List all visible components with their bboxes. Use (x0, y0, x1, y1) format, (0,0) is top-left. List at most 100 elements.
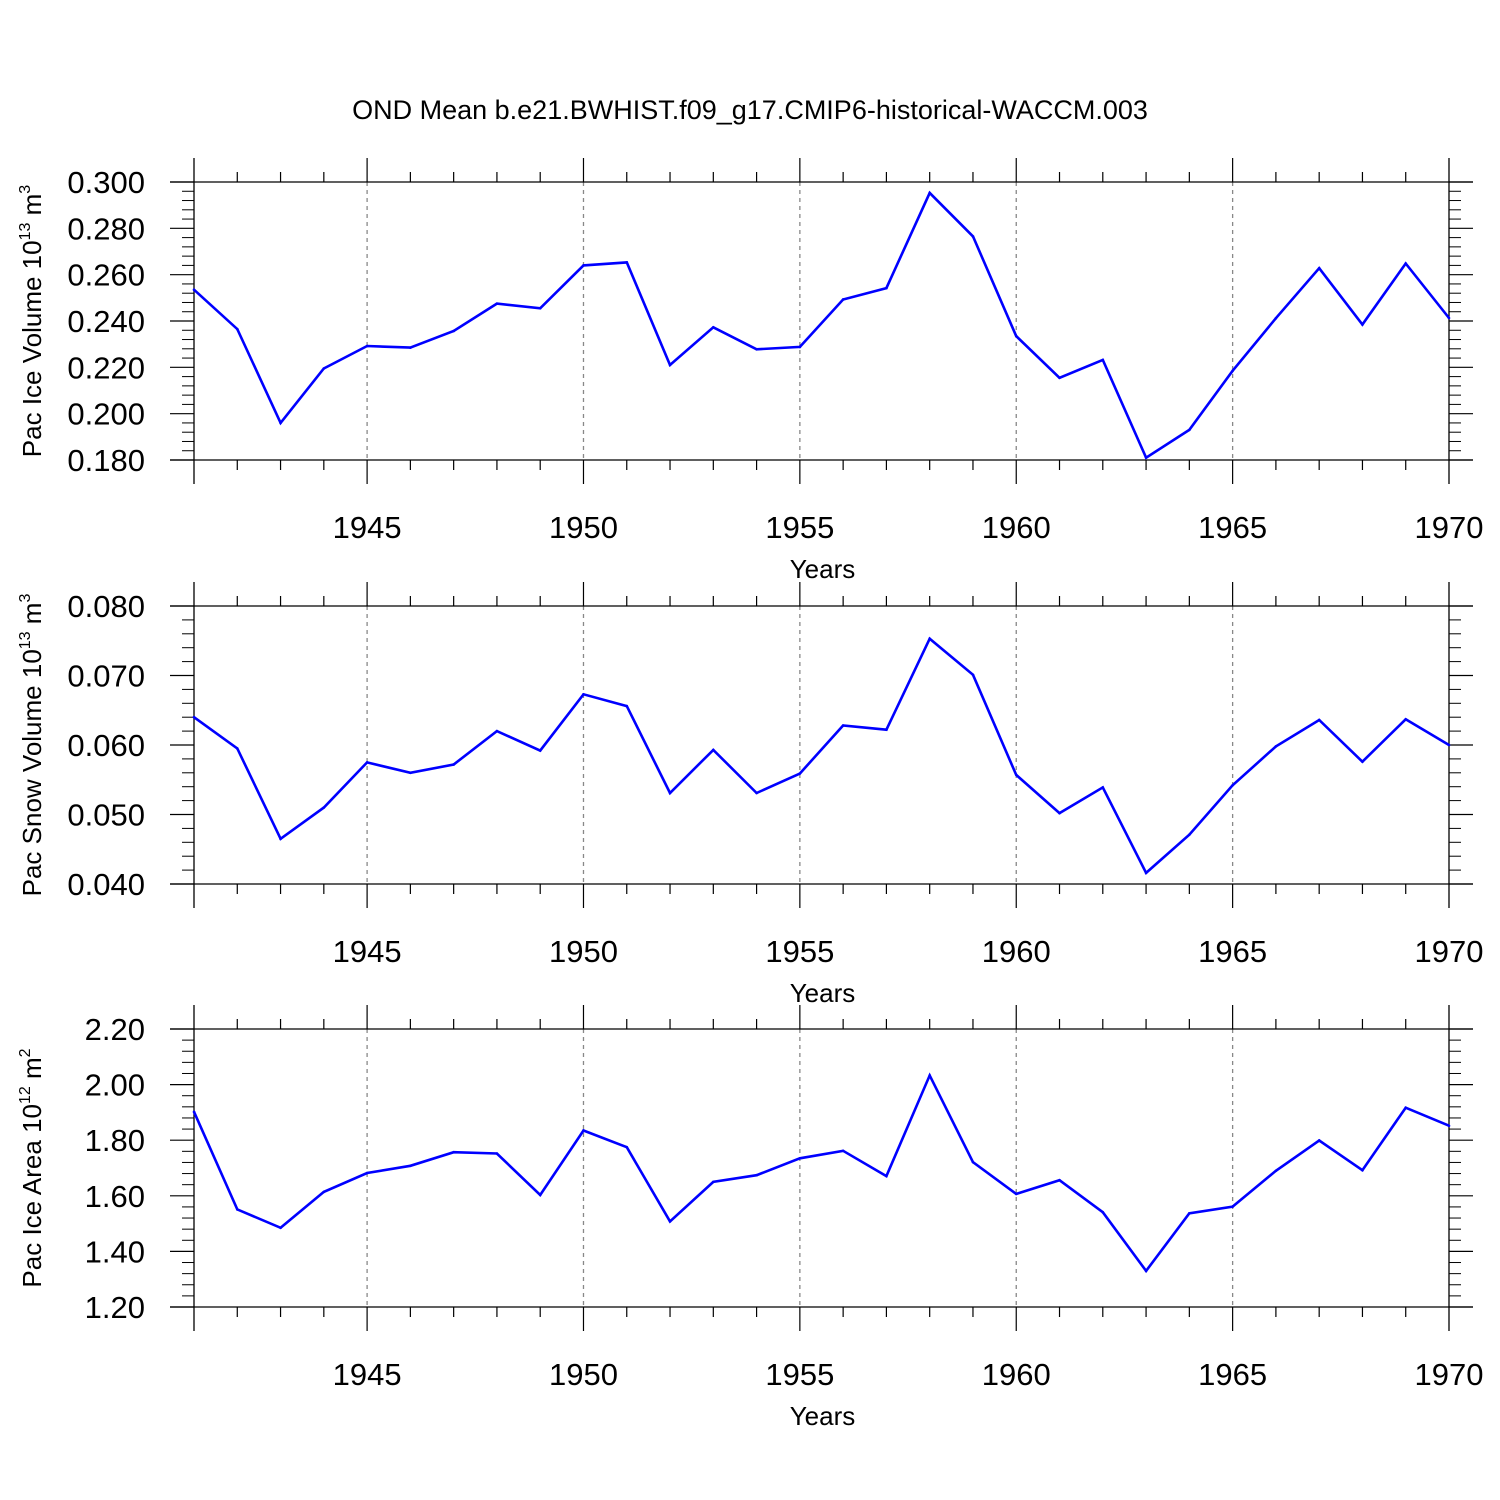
data-point (1447, 316, 1451, 320)
chart-panel-2: 0.040 0.050 0.060 0.070 0.080 1945 1950 1955 196… (17, 582, 1483, 1008)
chart-title: OND Mean b.e21.BWHIST.f09_g17.CMIP6-hist… (352, 95, 1148, 125)
data-point (322, 1190, 326, 1194)
data-point (582, 264, 585, 267)
data-point (538, 306, 542, 310)
data-point (1317, 1139, 1321, 1142)
data-point (885, 728, 888, 732)
data-point (452, 329, 455, 333)
data-point (192, 288, 196, 292)
data-point (928, 1074, 931, 1077)
x-tick-label: 1965 (1198, 1357, 1267, 1392)
data-point (538, 1193, 542, 1197)
y-tick-label: 0.200 (67, 397, 145, 432)
data-point (582, 1129, 585, 1132)
x-tick-label: 1950 (549, 934, 618, 969)
data-point (1274, 1169, 1278, 1173)
data-point (1361, 323, 1364, 326)
data-point (798, 345, 802, 349)
x-tick-label: 1955 (765, 1357, 834, 1392)
x-tick-label: 1965 (1198, 510, 1267, 545)
data-point (1231, 1205, 1234, 1208)
data-point (712, 1180, 715, 1184)
data-point (365, 344, 369, 348)
y-axis-title-superscript: 12 (17, 1086, 34, 1104)
data-point (971, 1160, 975, 1164)
data-point (625, 704, 629, 708)
y-tick-label: 1.20 (85, 1290, 145, 1325)
y-tick-label: 1.40 (85, 1234, 145, 1269)
data-point (235, 327, 239, 331)
data-point (495, 1152, 499, 1155)
series-line (192, 1072, 1450, 1274)
x-tick-label: 1965 (1198, 934, 1267, 969)
data-point (1361, 1168, 1364, 1172)
y-axis-title: Pac Snow Volume 1013 m3 (17, 594, 47, 897)
data-point (712, 325, 715, 329)
y-tick-label: 0.070 (67, 659, 145, 694)
data-point (279, 421, 282, 425)
data-point (582, 692, 585, 696)
x-tick-label: 1945 (333, 510, 402, 545)
y-axis-title-superscript: 3 (17, 185, 34, 194)
x-axis-title: Years (790, 554, 856, 584)
data-point (1188, 1212, 1191, 1215)
y-tick-label: 0.180 (67, 443, 145, 478)
data-point (1144, 1269, 1148, 1273)
data-point (538, 749, 542, 752)
data-point (495, 302, 499, 305)
x-axis-title: Years (790, 1401, 856, 1431)
data-point (322, 806, 326, 809)
data-point (625, 261, 629, 264)
data-point (1101, 1210, 1105, 1214)
y-axis-title-superscript: 13 (17, 631, 34, 649)
y-tick-label: 0.240 (67, 304, 145, 339)
data-point (322, 367, 326, 370)
data-point (1231, 369, 1234, 373)
data-point (235, 1208, 239, 1211)
data-point (755, 347, 758, 351)
chart-panel-1: 0.180 0.200 0.220 0.240 0.260 0.280 0.300 1945 1… (17, 158, 1483, 584)
y-tick-label: 0.300 (67, 165, 145, 200)
x-tick-label: 1960 (982, 1357, 1051, 1392)
y-axis-title-superscript: 13 (17, 222, 34, 240)
y-axis-title-text: m (17, 194, 47, 223)
data-point (755, 1173, 758, 1177)
y-tick-label: 0.080 (67, 589, 145, 624)
y-tick-label: 0.260 (67, 258, 145, 293)
data-point (365, 1171, 369, 1175)
data-point (1317, 718, 1321, 722)
data-point (409, 771, 412, 775)
data-point (1188, 428, 1191, 432)
data-point (1058, 376, 1061, 380)
y-tick-label: 2.20 (85, 1012, 145, 1047)
series-line (193, 190, 1451, 460)
data-point (928, 637, 931, 640)
data-point (1274, 745, 1278, 748)
x-tick-label: 1950 (549, 1357, 618, 1392)
x-tick-label: 1970 (1415, 934, 1484, 969)
x-axis-title: Years (790, 978, 856, 1008)
y-tick-label: 0.050 (67, 798, 145, 833)
data-point (409, 346, 412, 349)
data-point (1274, 316, 1278, 320)
y-axis-title: Pac Ice Volume 1013 m3 (17, 185, 47, 458)
y-tick-label: 0.220 (67, 350, 145, 385)
data-point (841, 298, 845, 301)
data-point (841, 1149, 845, 1153)
data-point (1231, 784, 1234, 787)
y-tick-label: 0.040 (67, 867, 145, 902)
data-point (625, 1145, 629, 1149)
data-point (885, 286, 888, 290)
data-point (409, 1164, 412, 1168)
y-axis-title-superscript: 3 (17, 594, 34, 603)
data-point (1101, 786, 1105, 789)
chart-panel-3: 1.20 1.40 1.60 1.80 2.00 2.20 1945 1950 1955 1960… (17, 1005, 1483, 1431)
data-point (1144, 871, 1148, 875)
x-tick-label: 1955 (765, 934, 834, 969)
data-point (971, 235, 975, 238)
data-point (668, 791, 672, 795)
y-tick-label: 2.00 (85, 1068, 145, 1103)
